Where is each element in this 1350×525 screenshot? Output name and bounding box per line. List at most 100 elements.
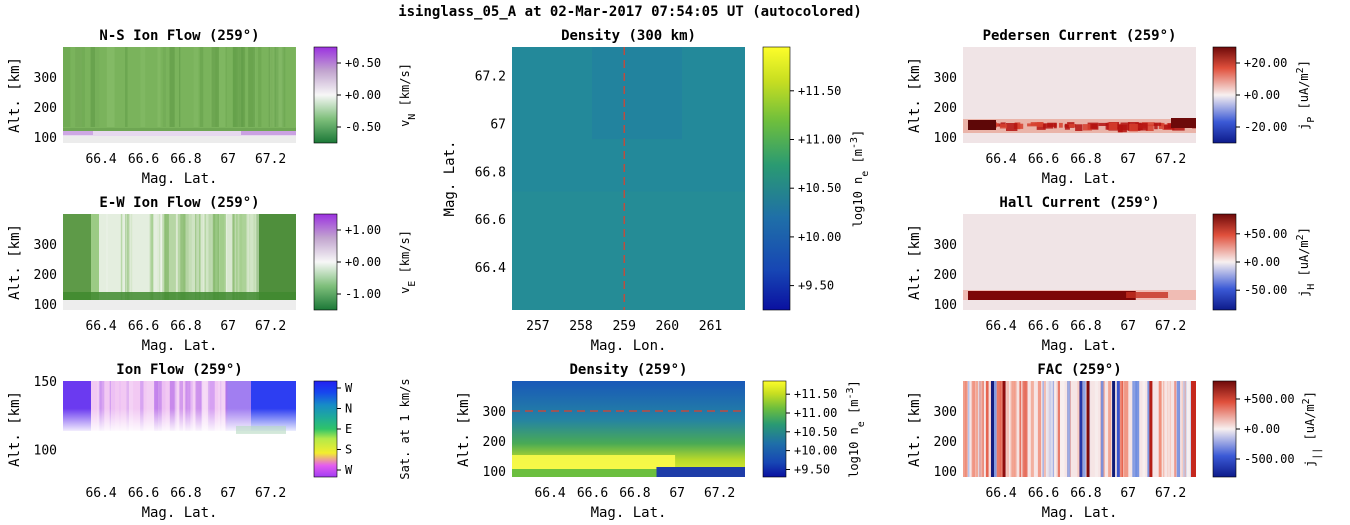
x-tick-label: 66.6	[128, 152, 159, 167]
panel-title: E-W Ion Flow (259°)	[99, 195, 259, 211]
colorbar-tick-label: S	[345, 443, 352, 457]
colorbar-label: jH [uA/m2]	[1295, 227, 1317, 297]
x-tick-label: 66.4	[85, 486, 116, 501]
heatmap-flow	[63, 381, 296, 477]
x-tick-label: 66.4	[985, 486, 1016, 501]
colorbar-tick-label: +9.50	[794, 463, 830, 477]
x-tick-label: 66.8	[1070, 319, 1101, 334]
heatmap-hall	[963, 214, 1196, 310]
y-tick-label: 200	[483, 435, 506, 450]
colorbar-tick-label: -20.00	[1244, 120, 1287, 134]
x-tick-label: 260	[656, 319, 679, 334]
colorbar-tick-label: -0.50	[345, 120, 381, 134]
panels: N-S Ion Flow (259°) 66.4 66.6 66.8 67 67.2 Mag…	[7, 28, 1323, 521]
panel-title: N-S Ion Flow (259°)	[99, 28, 259, 44]
colorbar-tick-label: W	[345, 463, 353, 477]
x-tick-label: 66.8	[170, 486, 201, 501]
colorbar-scale	[762, 46, 791, 311]
figure-suptitle: isinglass_05_A at 02-Mar-2017 07:54:05 U…	[398, 4, 862, 20]
heatmap-ns	[63, 47, 296, 143]
colorbar-tick-label: +50.00	[1244, 227, 1287, 241]
colorbar-tick-label: +0.00	[345, 255, 381, 269]
x-tick-label: 67.2	[704, 486, 735, 501]
colorbar-scale	[762, 380, 787, 478]
x-tick-label: 259	[612, 319, 635, 334]
colorbar-tick-label: -50.00	[1244, 283, 1287, 297]
y-tick-label: 300	[34, 71, 57, 86]
panel-hall: Hall Current (259°) 66.4 66.6 66.8 67 67.2 Mag…	[907, 195, 1317, 354]
x-tick-label: 67	[1120, 319, 1136, 334]
y-axis-label: Mag. Lat.	[442, 141, 458, 217]
panel-title: FAC (259°)	[1037, 362, 1121, 378]
x-tick-label: 66.4	[534, 486, 565, 501]
x-tick-label: 66.6	[577, 486, 608, 501]
heatmap-ew	[63, 214, 296, 310]
x-tick-label: 66.4	[985, 319, 1016, 334]
colorbar-label: vE [km/s]	[398, 230, 418, 294]
x-axis-label: Mag. Lat.	[591, 505, 667, 521]
x-tick-label: 261	[699, 319, 722, 334]
colorbar-tick-label: W	[345, 381, 353, 395]
x-tick-label: 66.8	[619, 486, 650, 501]
colorbar-tick-label: E	[345, 422, 352, 436]
colorbar-tick-label: -1.00	[345, 287, 381, 301]
panel-ns: N-S Ion Flow (259°) 66.4 66.6 66.8 67 67.2 Mag…	[7, 28, 418, 187]
colorbar-scale	[313, 213, 338, 311]
x-axis-label: Mag. Lat.	[142, 338, 218, 354]
colorbar-scale	[313, 380, 338, 478]
colorbar-tick-label: +11.00	[798, 133, 841, 147]
x-tick-label: 66.6	[128, 319, 159, 334]
y-tick-label: 100	[934, 465, 957, 480]
colorbar-tick-label: +1.00	[345, 223, 381, 237]
y-tick-label: 100	[34, 298, 57, 313]
x-axis-label: Mag. Lat.	[142, 505, 218, 521]
panel-fac: FAC (259°) 66.4 66.6 66.8 67 67.2 Mag. Lat. 100…	[907, 362, 1323, 521]
panel-ped: Pedersen Current (259°) 66.4 66.6 66.8 67 67.…	[907, 28, 1317, 187]
panel-title: Density (259°)	[569, 362, 687, 378]
panel-title: Ion Flow (259°)	[116, 362, 242, 378]
x-tick-label: 66.8	[170, 152, 201, 167]
y-tick-label: 100	[934, 298, 957, 313]
colorbar-tick-label: +0.00	[1244, 422, 1280, 436]
y-axis-label: Alt. [km]	[907, 57, 923, 133]
colorbar-dens300: +11.50 +11.00 +10.50 +10.00 +9.50 log10 ne [m…	[762, 46, 871, 311]
x-tick-label: 67	[669, 486, 685, 501]
y-tick-label: 150	[34, 375, 57, 390]
colorbar-tick-label: +10.50	[794, 425, 837, 439]
colorbar-label: Sat. at 1 km/s	[398, 378, 412, 479]
x-tick-label: 66.6	[1028, 152, 1059, 167]
colorbar-tick-label: +500.00	[1244, 392, 1295, 406]
colorbar-scale	[313, 46, 338, 144]
y-tick-label: 200	[34, 268, 57, 283]
x-tick-label: 67.2	[255, 319, 286, 334]
x-axis-label: Mag. Lat.	[1042, 171, 1118, 187]
colorbar-tick-label: +9.50	[798, 279, 834, 293]
x-tick-label: 67	[220, 152, 236, 167]
x-tick-label: 67	[1120, 152, 1136, 167]
y-axis-label: Alt. [km]	[907, 224, 923, 300]
colorbar-tick-label: -500.00	[1244, 452, 1295, 466]
y-tick-label: 100	[34, 131, 57, 146]
y-tick-label: 300	[34, 238, 57, 253]
colorbar-label: j|| [uA/m2]	[1301, 391, 1323, 467]
panel-title: Density (300 km)	[561, 28, 696, 44]
y-tick-label: 66.8	[475, 165, 506, 180]
colorbar-tick-label: +10.00	[798, 230, 841, 244]
x-tick-label: 67.2	[255, 486, 286, 501]
x-axis-label: Mag. Lat.	[1042, 338, 1118, 354]
x-tick-label: 67.2	[1155, 319, 1186, 334]
x-tick-label: 67.2	[1155, 152, 1186, 167]
panel-flow: Ion Flow (259°) 66.4 66.6 66.8 67 67.2 Mag. La…	[7, 362, 412, 521]
colorbar-label: log10 ne [m-3]	[845, 380, 867, 478]
x-tick-label: 66.6	[1028, 486, 1059, 501]
colorbar-label: log10 ne [m-3]	[849, 130, 871, 228]
x-tick-label: 66.6	[128, 486, 159, 501]
x-tick-label: 66.4	[85, 152, 116, 167]
x-tick-label: 66.8	[1070, 152, 1101, 167]
colorbar-tick-label: N	[345, 402, 352, 416]
y-axis-label: Alt. [km]	[7, 391, 23, 467]
x-tick-label: 66.8	[170, 319, 201, 334]
colorbar-scale	[1212, 380, 1237, 478]
y-tick-label: 66.6	[475, 213, 506, 228]
